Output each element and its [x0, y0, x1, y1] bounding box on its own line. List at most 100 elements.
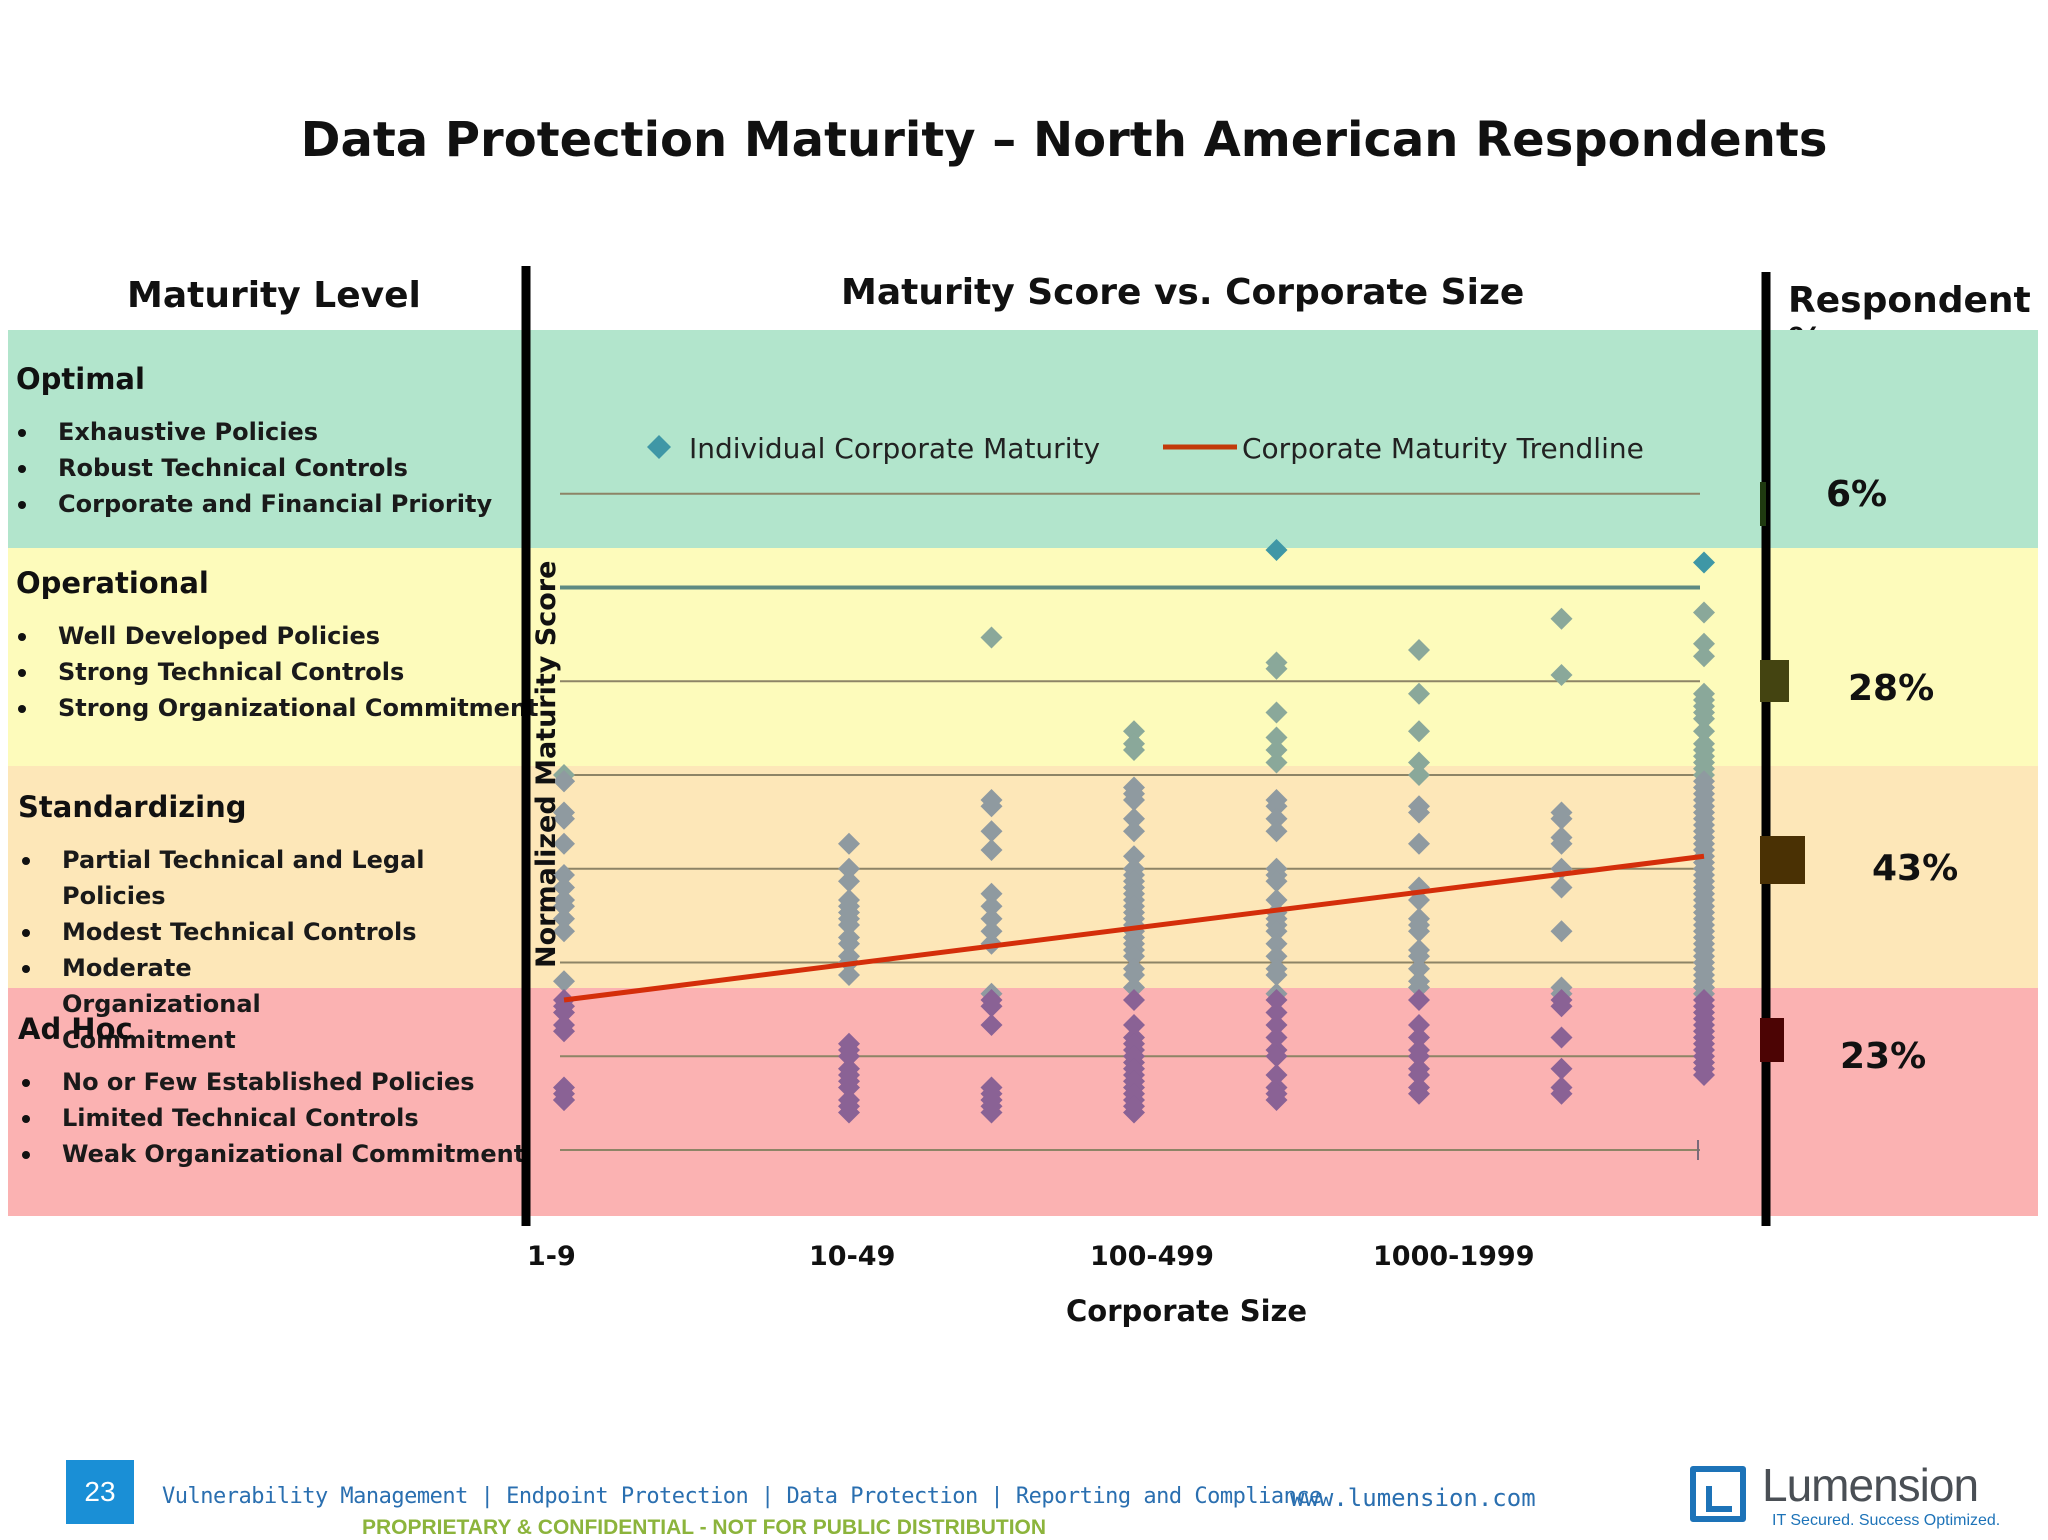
data-point — [1408, 1045, 1430, 1068]
respondent-pct-standardizing: 43% — [1872, 848, 1959, 889]
data-point — [838, 964, 860, 986]
data-point — [980, 1101, 1003, 1124]
data-point — [1123, 789, 1145, 811]
respondent-bar-operational — [1760, 660, 1790, 702]
data-point — [980, 1014, 1003, 1036]
data-point — [980, 995, 1003, 1018]
data-point — [1123, 945, 1145, 968]
level-name-operational: Operational — [16, 566, 209, 600]
level-bullets-optimal: Exhaustive Policies Robust Technical Con… — [14, 414, 492, 522]
band-optimal — [8, 330, 2038, 548]
data-point — [1693, 551, 1715, 574]
level-name-adhoc: Ad Hoc — [18, 1012, 133, 1046]
level-bullets-operational: Well Developed Policies Strong Technical… — [14, 618, 539, 726]
respondent-pct-optimal: 6% — [1826, 474, 1888, 515]
respondent-pct-operational: 28% — [1848, 668, 1935, 709]
data-point — [553, 864, 575, 886]
data-point — [1265, 920, 1288, 943]
data-point — [1123, 1014, 1145, 1036]
bullet-item: Corporate and Financial Priority — [14, 486, 492, 522]
x-tick-label: 10-49 — [809, 1241, 895, 1272]
data-point — [1693, 601, 1715, 624]
data-point — [1550, 607, 1573, 630]
x-tick-label: 1000-1999 — [1373, 1241, 1535, 1272]
data-point — [1123, 976, 1145, 999]
data-point — [1265, 989, 1288, 1011]
data-point — [553, 1089, 575, 1111]
website-link[interactable]: www.lumension.com — [1290, 1484, 1536, 1512]
data-point — [1408, 976, 1430, 999]
data-point — [1265, 889, 1288, 911]
data-point — [1408, 1014, 1430, 1036]
data-point — [980, 795, 1003, 818]
data-point — [1123, 820, 1145, 843]
data-point — [553, 920, 575, 943]
data-point — [1550, 995, 1573, 1018]
data-point — [980, 920, 1003, 943]
bullet-item: Strong Technical Controls — [14, 654, 539, 690]
data-point — [1123, 739, 1145, 761]
data-point — [1408, 1026, 1430, 1049]
data-point — [1123, 964, 1145, 986]
level-bullets-standardizing: Partial Technical and Legal Policies Mod… — [18, 842, 498, 1058]
confidential-notice: PROPRIETARY & CONFIDENTIAL - NOT FOR PUB… — [362, 1516, 1047, 1539]
data-point — [1693, 707, 1715, 730]
data-point — [838, 857, 860, 880]
data-point — [553, 1020, 575, 1043]
data-point — [1265, 1089, 1288, 1111]
y-axis-label: Normalized Maturity Score — [531, 561, 562, 968]
data-point — [980, 839, 1003, 861]
data-point — [1408, 945, 1430, 968]
data-point — [1408, 682, 1430, 705]
data-point — [1265, 701, 1288, 724]
respondent-bar-standardizing — [1760, 836, 1806, 884]
data-point — [1408, 764, 1430, 786]
data-point — [980, 895, 1003, 918]
footer-links-text: Vulnerability Management | Endpoint Prot… — [162, 1484, 1322, 1509]
data-point — [553, 770, 575, 793]
data-point — [553, 970, 575, 993]
page-title: Data Protection Maturity – North America… — [300, 112, 1828, 168]
data-point — [1550, 1057, 1573, 1080]
bullet-item: No or Few Established Policies — [18, 1064, 525, 1100]
data-point — [1550, 876, 1573, 899]
data-point — [1265, 964, 1288, 986]
data-point — [838, 914, 860, 936]
legend-label-trendline: Corporate Maturity Trendline — [1242, 432, 1644, 465]
data-point — [838, 1076, 860, 1099]
data-point — [1265, 1014, 1288, 1036]
bullet-item: Partial Technical and Legal Policies — [18, 842, 498, 914]
bullet-item: Moderate Organizational Commitment — [18, 950, 392, 1058]
data-point — [1265, 657, 1288, 680]
data-point — [1408, 989, 1430, 1011]
data-point — [1550, 664, 1573, 686]
data-point — [1408, 751, 1430, 774]
data-point — [980, 907, 1003, 930]
x-axis-label: Corporate Size — [1066, 1294, 1307, 1328]
legend-label-points: Individual Corporate Maturity — [689, 432, 1100, 465]
bullet-item: Limited Technical Controls — [18, 1100, 525, 1136]
data-point — [553, 807, 575, 830]
level-bullets-adhoc: No or Few Established Policies Limited T… — [18, 1064, 525, 1172]
data-point — [1265, 751, 1288, 774]
data-point — [553, 907, 575, 930]
logo-tagline: IT Secured. Success Optimized. — [1772, 1512, 2001, 1529]
data-point — [1693, 645, 1715, 668]
data-point — [1265, 870, 1288, 893]
data-point — [1265, 820, 1288, 843]
maturity-level-heading: Maturity Level — [127, 275, 421, 316]
data-point — [980, 882, 1003, 905]
data-point — [1693, 632, 1715, 655]
data-point — [1408, 720, 1430, 743]
data-point — [838, 870, 860, 893]
data-point — [1123, 989, 1145, 1011]
data-point — [1550, 807, 1573, 830]
data-point — [553, 876, 575, 899]
trendline — [563, 853, 1705, 1003]
level-name-standardizing: Standardizing — [18, 790, 247, 824]
respondent-pct-adhoc: 23% — [1840, 1036, 1927, 1077]
data-point — [1265, 795, 1288, 818]
data-point — [553, 832, 575, 855]
data-point — [1693, 1064, 1715, 1086]
